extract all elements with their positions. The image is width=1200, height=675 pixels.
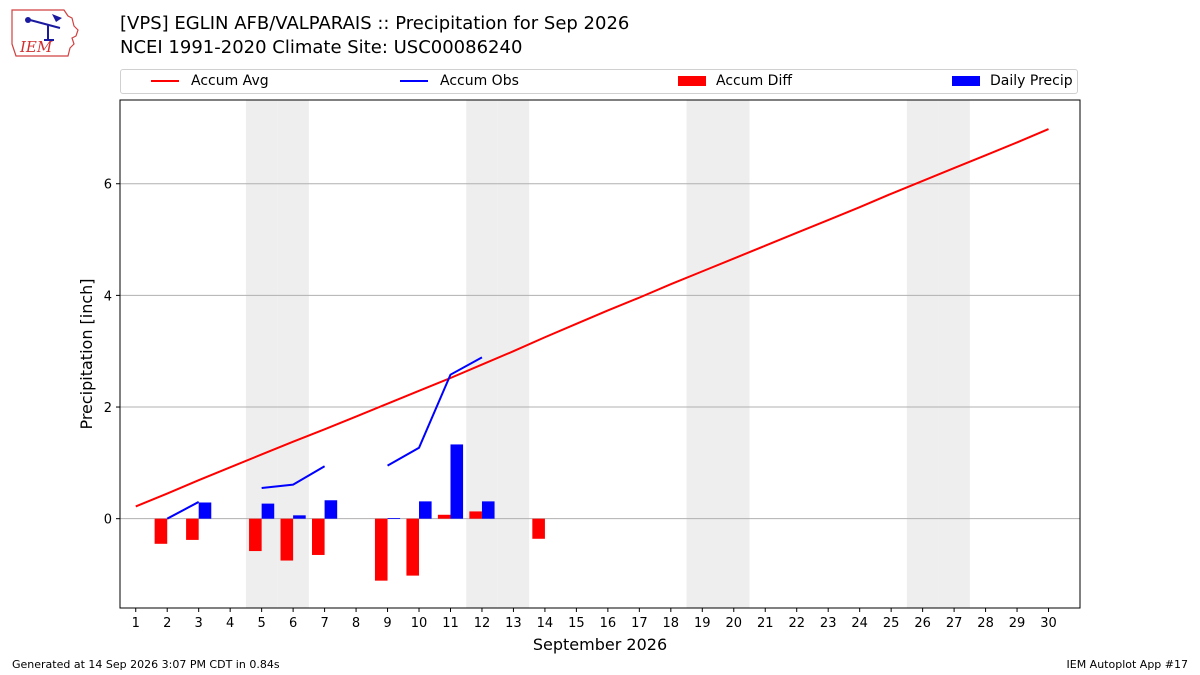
iem-logo: IEM <box>11 9 79 57</box>
plot-frame <box>119 99 1081 609</box>
chart-title: [VPS] EGLIN AFB/VALPARAIS :: Precipitati… <box>120 13 630 34</box>
accum-diff-bar <box>280 518 294 561</box>
accum-diff-bar <box>532 518 545 539</box>
x-tick-label: 28 <box>977 616 994 631</box>
daily-precip-bar <box>324 500 338 519</box>
accum-obs-line <box>387 356 483 467</box>
legend-swatch-accum-diff <box>678 76 706 86</box>
x-tick-label: 11 <box>442 616 459 631</box>
legend-item-accum-avg: Accum Avg <box>151 73 269 89</box>
accum-obs-line <box>166 501 200 520</box>
accum-diff-bar <box>374 518 388 581</box>
x-tick-label: 16 <box>600 616 617 631</box>
x-tick-label: 6 <box>289 616 297 631</box>
x-tick-label: 12 <box>474 616 491 631</box>
x-tick-label: 29 <box>1009 616 1026 631</box>
daily-precip-bar <box>261 503 275 519</box>
daily-precip-bar <box>387 518 401 519</box>
x-tick-label: 14 <box>537 616 554 631</box>
y-tick-label: 4 <box>104 289 112 304</box>
legend-label-accum-diff: Accum Diff <box>716 73 793 89</box>
x-axis-label: September 2026 <box>533 635 667 654</box>
footer-app: IEM Autoplot App #17 <box>1066 658 1189 671</box>
accum-avg-line <box>135 128 1049 508</box>
x-tick-label: 27 <box>946 616 963 631</box>
daily-precip-bar <box>481 501 495 519</box>
weekend-band <box>938 100 970 608</box>
x-tick-label: 10 <box>411 616 428 631</box>
accum-diff-bar <box>437 514 451 519</box>
x-tick-label: 4 <box>226 616 234 631</box>
accum-diff-bar <box>406 518 420 576</box>
legend-item-accum-diff: Accum Diff <box>678 73 792 89</box>
x-tick-label: 25 <box>883 616 900 631</box>
accum-diff-bar <box>469 511 482 519</box>
legend-swatch-accum-avg <box>151 80 179 82</box>
accum-diff-bar <box>312 518 325 555</box>
accum-diff-bar <box>186 518 199 540</box>
legend-item-accum-obs: Accum Obs <box>400 73 519 89</box>
x-tick-label: 20 <box>725 616 742 631</box>
legend: Accum Avg Accum Obs Accum Diff Daily Pre… <box>120 69 1078 94</box>
y-tick-label: 6 <box>104 178 112 193</box>
footer-generated: Generated at 14 Sep 2026 3:07 PM CDT in … <box>12 658 280 671</box>
x-tick-label: 22 <box>788 616 805 631</box>
x-tick-label: 1 <box>132 616 140 631</box>
legend-item-daily-precip: Daily Precip <box>952 73 1073 89</box>
legend-swatch-accum-obs <box>400 80 428 82</box>
y-tick-label: 0 <box>104 513 112 528</box>
x-tick-label: 30 <box>1040 616 1057 631</box>
legend-swatch-daily-precip <box>952 76 980 86</box>
x-tick-label: 17 <box>631 616 648 631</box>
x-tick-label: 15 <box>568 616 585 631</box>
legend-label-accum-avg: Accum Avg <box>191 73 269 89</box>
weekend-band <box>466 100 498 608</box>
weekend-band <box>686 100 719 608</box>
daily-precip-bar <box>293 515 306 519</box>
x-tick-label: 19 <box>694 616 711 631</box>
y-tick-label: 2 <box>104 401 112 416</box>
x-tick-label: 5 <box>257 616 265 631</box>
x-tick-label: 23 <box>820 616 837 631</box>
x-tick-label: 9 <box>383 616 391 631</box>
legend-label-accum-obs: Accum Obs <box>440 73 519 89</box>
weekend-band <box>497 100 530 608</box>
accum-diff-bar <box>249 518 262 552</box>
legend-label-daily-precip: Daily Precip <box>990 73 1073 89</box>
x-tick-label: 21 <box>757 616 774 631</box>
svg-text:IEM: IEM <box>19 38 53 56</box>
x-tick-label: 3 <box>195 616 203 631</box>
x-tick-label: 7 <box>320 616 328 631</box>
x-tick-label: 8 <box>352 616 360 631</box>
y-axis-label: Precipitation [inch] <box>77 278 96 429</box>
accum-diff-bar <box>154 518 168 544</box>
daily-precip-bar <box>450 444 464 519</box>
x-tick-label: 13 <box>505 616 522 631</box>
accum-obs-line <box>261 465 326 489</box>
x-tick-label: 24 <box>851 616 868 631</box>
daily-precip-bar <box>198 502 212 519</box>
daily-precip-bar <box>419 501 432 519</box>
x-tick-label: 26 <box>914 616 931 631</box>
weekend-band <box>718 100 750 608</box>
chart-subtitle: NCEI 1991-2020 Climate Site: USC00086240 <box>120 37 523 58</box>
x-tick-label: 18 <box>663 616 680 631</box>
x-tick-label: 2 <box>163 616 171 631</box>
